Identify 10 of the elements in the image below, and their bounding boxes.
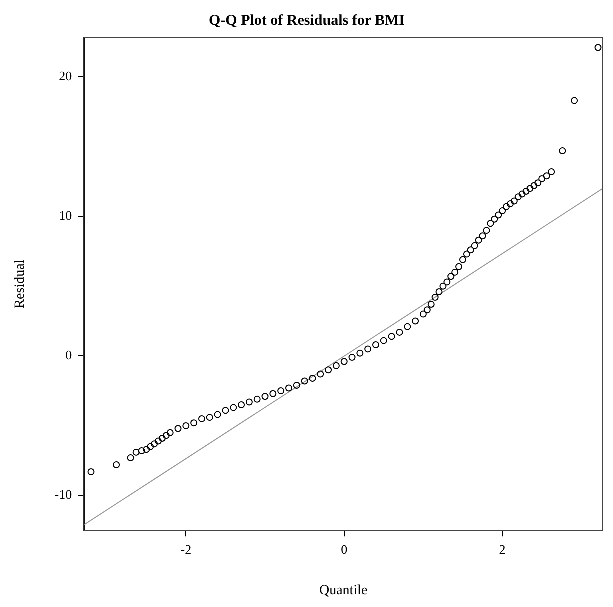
x-tick-label: 0 xyxy=(341,542,348,557)
y-tick-label: -10 xyxy=(54,487,72,502)
y-tick-label: 20 xyxy=(59,68,72,84)
y-tick-label: 10 xyxy=(59,208,72,224)
chart-title: Q-Q Plot of Residuals for BMI xyxy=(209,12,406,29)
x-tick-label: 2 xyxy=(499,542,506,557)
x-axis-title: Quantile xyxy=(319,583,368,598)
x-tick-label: -2 xyxy=(180,542,192,557)
y-tick-label: 0 xyxy=(66,348,72,363)
y-axis-title: Residual xyxy=(13,260,28,309)
